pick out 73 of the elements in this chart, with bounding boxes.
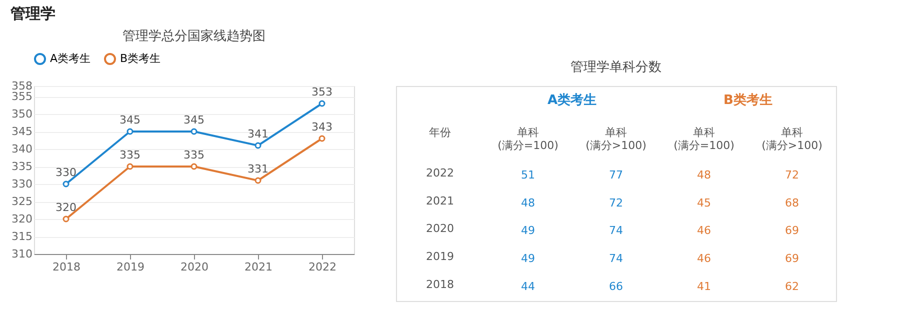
data-label: 45 [697, 196, 711, 210]
y-tick-label: 320 [12, 212, 32, 226]
data-label: 41 [697, 280, 711, 294]
x-tick-label: 2021 [244, 260, 272, 274]
x-tick-label: 2022 [308, 260, 336, 274]
point [318, 135, 326, 142]
point [190, 163, 198, 170]
data-label: 72 [785, 168, 799, 182]
y-tick-label: 2019 [426, 250, 454, 264]
x-tick-label: 2020 [180, 260, 208, 274]
y-tick-label: 345 [12, 125, 32, 138]
data-label: 343 [312, 120, 332, 134]
y-tick-label: 350 [12, 108, 32, 120]
text: B类考生 [724, 92, 772, 108]
x-tick-label: 2019 [116, 260, 144, 274]
y-axis-title: 年份 [429, 126, 451, 139]
data-label: 69 [785, 224, 799, 238]
legend-label: A类考生 [50, 52, 91, 65]
y-tick-label: 355 [12, 90, 32, 103]
data-label: 331 [248, 162, 268, 176]
data-label: 320 [56, 201, 76, 214]
data-label: 345 [120, 114, 140, 126]
y-tick-label: 2020 [426, 222, 454, 236]
y-tick-label: 2022 [426, 166, 454, 180]
text: 管理学 [10, 4, 56, 22]
text: A类考生 [547, 92, 597, 108]
data-label: 44 [521, 280, 535, 294]
y-tick-label: 2018 [426, 278, 454, 292]
data-label: 330 [56, 166, 76, 179]
legend-label: B类考生 [120, 52, 161, 65]
point [254, 142, 262, 149]
data-label: 46 [697, 252, 711, 266]
data-label: 51 [521, 168, 535, 182]
point [190, 128, 198, 135]
data-label: 49 [521, 224, 535, 238]
x-tick-label: 2018 [52, 260, 80, 274]
y-tick-label: 340 [12, 142, 32, 156]
x-tick-label: 单科 (满分=100) [498, 126, 558, 152]
data-label: 66 [609, 280, 623, 294]
point [318, 100, 326, 107]
data-label: 345 [184, 114, 204, 126]
data-label: 46 [697, 224, 711, 238]
point [126, 128, 134, 135]
y-tick-label: 315 [12, 230, 32, 243]
y-tick-label: 310 [12, 248, 32, 260]
data-label: 48 [697, 168, 711, 182]
y-tick-label: 2021 [426, 194, 454, 208]
data-label: 69 [785, 252, 799, 266]
data-label: 335 [120, 148, 140, 162]
data-label: 74 [609, 224, 623, 238]
point [62, 180, 70, 188]
x-tick-label: 单科 (满分>100) [586, 126, 646, 152]
data-label: 335 [184, 148, 204, 162]
y-tick-label: 335 [12, 160, 32, 173]
data-label: 49 [521, 252, 535, 266]
data-label: 353 [312, 86, 332, 98]
point [254, 177, 262, 184]
data-label: 68 [785, 196, 799, 210]
chart-title: 管理学总分国家线趋势图 [122, 28, 266, 44]
point [62, 216, 70, 222]
data-label: 72 [609, 196, 623, 210]
point [126, 163, 134, 170]
y-tick-label: 325 [12, 195, 32, 208]
x-tick-label: 单科 (满分=100) [674, 126, 734, 152]
y-tick-label: 330 [12, 178, 32, 190]
data-label: 62 [785, 280, 799, 294]
data-label: 77 [609, 168, 623, 182]
y-tick-label: 358 [12, 80, 32, 92]
data-label: 74 [609, 252, 623, 266]
data-label: 341 [248, 128, 268, 140]
chart-title: 管理学单科分数 [570, 60, 662, 75]
data-label: 48 [521, 196, 535, 210]
x-tick-label: 单科 (满分>100) [762, 126, 822, 152]
